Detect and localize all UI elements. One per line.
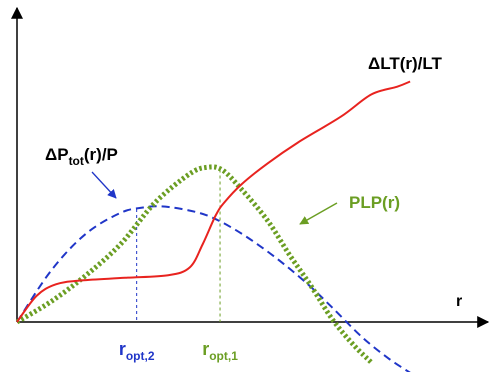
ropt1-label-main: r [202,339,209,359]
ropt1-label: ropt,1 [202,339,238,363]
series-plp-label: PLP(r) [349,193,400,212]
series-dp-tot-label-sub: tot [69,154,84,168]
dp-tot-pointer-arrow [91,171,117,199]
series-dp-tot-label-tail: (r)/P [84,145,118,164]
ropt2-label-sub: opt,2 [126,349,155,363]
series-plp-curve [15,164,373,365]
ropt1-label-sub: opt,1 [209,349,238,363]
plp-pointer-arrow [299,202,338,225]
series-dp-tot-label-main: ΔP [45,145,69,164]
series-dp-tot-label: ΔPtot(r)/P [45,145,118,168]
series-dlt-label: ΔLT(r)/LT [368,54,443,73]
x-axis-label: r [456,293,462,310]
ropt2-label-main: r [119,339,126,359]
series-dlt-curve [16,80,411,323]
ropt2-label: ropt,2 [119,339,155,363]
series-dp-tot-curve [16,205,411,372]
